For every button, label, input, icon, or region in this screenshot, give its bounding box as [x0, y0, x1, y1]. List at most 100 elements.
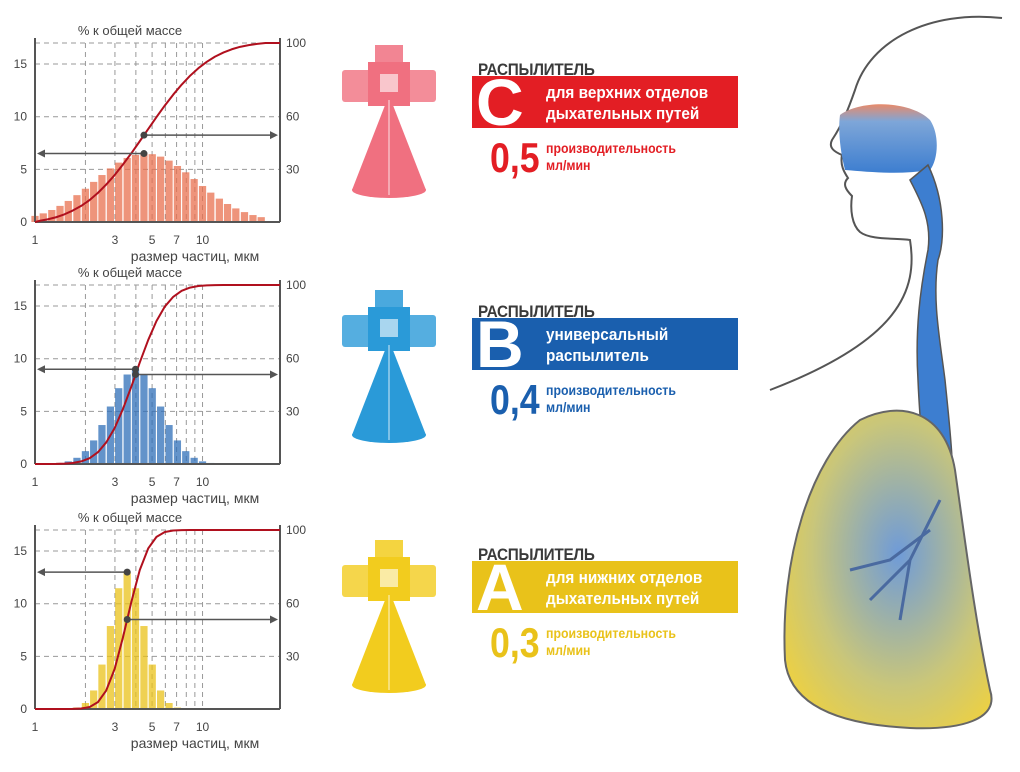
y-tick-label-right: 60: [286, 352, 300, 366]
sprayer-window: [380, 74, 398, 92]
histogram-bar: [131, 154, 140, 222]
histogram-bar: [98, 425, 106, 464]
y-tick-label: 15: [14, 299, 28, 313]
histogram-bar: [182, 451, 190, 464]
median-marker: [123, 615, 131, 623]
y-tick-label-right: 30: [286, 162, 300, 176]
sprayer-base: [352, 677, 426, 693]
histogram-bar: [39, 213, 47, 222]
sprayer-base: [352, 427, 426, 443]
histogram-bar: [156, 406, 165, 464]
respiratory-tract-illustration: [769, 15, 1003, 730]
histogram-bar: [257, 217, 265, 222]
histogram-bar: [190, 457, 198, 464]
rate-label: производительность мл/мин: [546, 625, 676, 659]
histogram-bar: [123, 374, 131, 464]
histogram-bar: [73, 457, 81, 464]
x-tick-label: 10: [196, 720, 210, 734]
desc-line: универсальный: [546, 325, 669, 344]
head-outline: [769, 15, 1003, 391]
nozzle-title: РАСПЫЛИТЕЛЬ: [478, 60, 595, 79]
histogram-bar: [232, 208, 240, 222]
rate-unit: мл/мин: [546, 642, 591, 658]
histogram-bar: [56, 205, 64, 222]
histogram-bar: [106, 168, 115, 222]
y-tick-label-right: 100: [286, 36, 306, 50]
histogram-bar: [190, 179, 198, 222]
chart-universal: 0 5 10 15 30 60 100 1 3 5 7 10 % к общей массе размер…: [0, 262, 320, 507]
y-tick-label-right: 100: [286, 523, 306, 537]
x-tick-label: 1: [32, 720, 39, 734]
histogram-bar: [115, 588, 123, 709]
x-tick-label: 5: [149, 233, 156, 247]
sprayer-window: [380, 569, 398, 587]
x-tick-label: 5: [149, 720, 156, 734]
y-tick-label-right: 60: [286, 110, 300, 124]
sprayer-cone: [352, 590, 426, 685]
x-tick-label: 10: [196, 233, 210, 247]
y-tick-label: 10: [14, 110, 28, 124]
y-tick-label: 5: [20, 404, 27, 418]
histogram-bar: [165, 702, 173, 709]
nozzle-rate: 0,4: [490, 376, 540, 423]
y-tick-label: 0: [20, 215, 27, 229]
x-axis-label: размер частиц, мкм: [131, 490, 259, 506]
histogram-bar: [165, 425, 173, 464]
nasal-cavity: [839, 104, 937, 173]
nozzle-b-info: РАСПЫЛИТЕЛЬ B универсальный распылитель 0…: [470, 302, 750, 452]
peak-marker: [132, 365, 140, 373]
histogram-bar: [156, 156, 165, 222]
histogram-bar: [140, 626, 148, 709]
y-tick-label: 0: [20, 457, 27, 471]
desc-line: распылитель: [546, 346, 649, 365]
histogram-bar: [140, 374, 148, 464]
x-tick-label: 7: [173, 475, 180, 489]
nozzle-description: для верхних отделов дыхательных путей: [546, 82, 708, 124]
x-axis-label: размер частиц, мкм: [131, 248, 259, 264]
nozzle-letter: C: [476, 65, 524, 139]
y-tick-label-right: 30: [286, 404, 300, 418]
y-tick-label-right: 100: [286, 278, 306, 292]
x-tick-label: 10: [196, 475, 210, 489]
rate-label-line: производительность: [546, 625, 676, 641]
histogram-bar: [131, 588, 140, 709]
sprayer-cone: [352, 95, 426, 190]
x-tick-label: 3: [112, 475, 119, 489]
cumulative-curve: [34, 42, 280, 223]
chart-svg: 0 5 10 15 30 60 100 1 3 5 7 10 % к общей массе размер…: [14, 265, 307, 506]
histogram-bar: [90, 181, 98, 222]
histogram-bar: [148, 154, 156, 222]
sprayer-top: [375, 290, 403, 312]
arrow-head: [37, 365, 45, 374]
sprayer-cone: [352, 340, 426, 435]
histogram-bar: [148, 664, 156, 709]
nozzle-band: A для нижних отделов дыхательных путей: [472, 554, 738, 620]
nozzle-description: для нижних отделов дыхательных путей: [546, 567, 702, 609]
median-marker: [140, 131, 148, 139]
y-tick-label: 10: [14, 597, 28, 611]
x-axis-label: размер частиц, мкм: [131, 735, 259, 751]
nozzle-band: B универсальный распылитель: [472, 311, 738, 377]
sprayer-top: [375, 540, 403, 562]
histogram-bar: [140, 153, 148, 222]
rate-unit: мл/мин: [546, 399, 591, 415]
nozzle-letter: A: [476, 550, 524, 624]
sprayer-base: [352, 182, 426, 198]
y-tick-label-right: 30: [286, 649, 300, 663]
rate-label: производительность мл/мин: [546, 140, 676, 174]
median-marker: [132, 371, 140, 378]
histogram-bar: [240, 212, 249, 222]
lung: [783, 409, 993, 730]
histogram-bar: [215, 198, 223, 222]
histogram-bar: [64, 200, 72, 222]
histogram-bar: [173, 440, 182, 464]
bronchi: [849, 499, 942, 621]
y-tick-label: 15: [14, 57, 28, 71]
y-tick-label: 5: [20, 649, 27, 663]
histogram-bar: [90, 440, 98, 464]
peak-marker: [140, 150, 148, 158]
y-tick-label: 10: [14, 352, 28, 366]
nozzle-description: универсальный распылитель: [546, 324, 668, 366]
histogram-bar: [207, 192, 215, 222]
histogram-bar: [81, 451, 90, 464]
